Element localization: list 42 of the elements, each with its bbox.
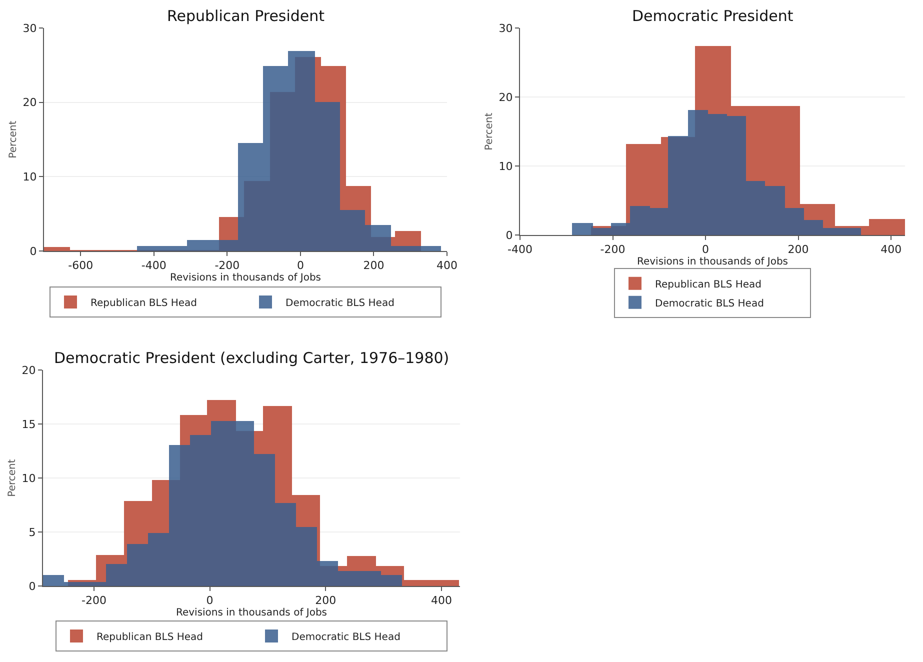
- chart-title: Democratic President: [632, 7, 794, 25]
- x-tick-label: -400: [141, 259, 166, 272]
- x-tick-label: -200: [600, 243, 626, 256]
- x-tick-label: 400: [880, 243, 902, 256]
- x-tick-label: -200: [214, 259, 240, 272]
- x-axis-title: Revisions in thousands of Jobs: [636, 256, 788, 268]
- y-tick-label: 0: [506, 228, 513, 242]
- y-tick-label: 30: [22, 22, 37, 35]
- legend-label: Democratic BLS Head: [655, 298, 764, 310]
- y-tick-label: 10: [498, 160, 513, 173]
- x-tick-label: 0: [296, 259, 304, 272]
- y-tick-label: 20: [498, 90, 513, 104]
- legend-label: Republican BLS Head: [96, 632, 203, 643]
- legend-label: Democratic BLS Head: [286, 298, 394, 309]
- chart-title: Republican President: [167, 7, 325, 25]
- x-tick-label: 200: [788, 243, 809, 256]
- legend-label: Democratic BLS Head: [292, 632, 400, 643]
- y-tick-label: 5: [28, 526, 36, 539]
- x-tick-label: 0: [206, 594, 214, 608]
- legend-label: Republican BLS Head: [655, 279, 762, 290]
- y-tick-label: 0: [28, 580, 36, 593]
- y-axis-title: Percent: [8, 120, 19, 158]
- y-tick-label: 10: [22, 472, 36, 485]
- y-axis-title: Percent: [6, 459, 18, 497]
- x-axis-title: Revisions in thousands of Jobs: [176, 608, 328, 619]
- y-tick-label: 15: [22, 418, 36, 431]
- x-tick-label: 0: [702, 243, 710, 256]
- y-tick-label: 30: [498, 22, 513, 35]
- y-tick-label: 20: [22, 364, 36, 377]
- x-tick-label: -200: [81, 594, 106, 608]
- y-tick-label: 10: [22, 170, 37, 184]
- chart-title: Democratic President (excluding Carter, 1976–1980): [54, 349, 450, 367]
- x-tick-label: -600: [68, 259, 94, 272]
- x-tick-label: 400: [436, 259, 458, 272]
- x-axis-title: Revisions in thousands of Jobs: [170, 272, 322, 284]
- x-tick-label: 200: [363, 259, 384, 272]
- x-tick-label: 400: [430, 594, 452, 608]
- x-tick-label: -400: [508, 243, 532, 256]
- y-tick-label: 20: [22, 96, 37, 110]
- legend-label: Republican BLS Head: [90, 298, 197, 309]
- x-tick-label: 200: [315, 594, 336, 608]
- y-axis-title: Percent: [484, 112, 495, 150]
